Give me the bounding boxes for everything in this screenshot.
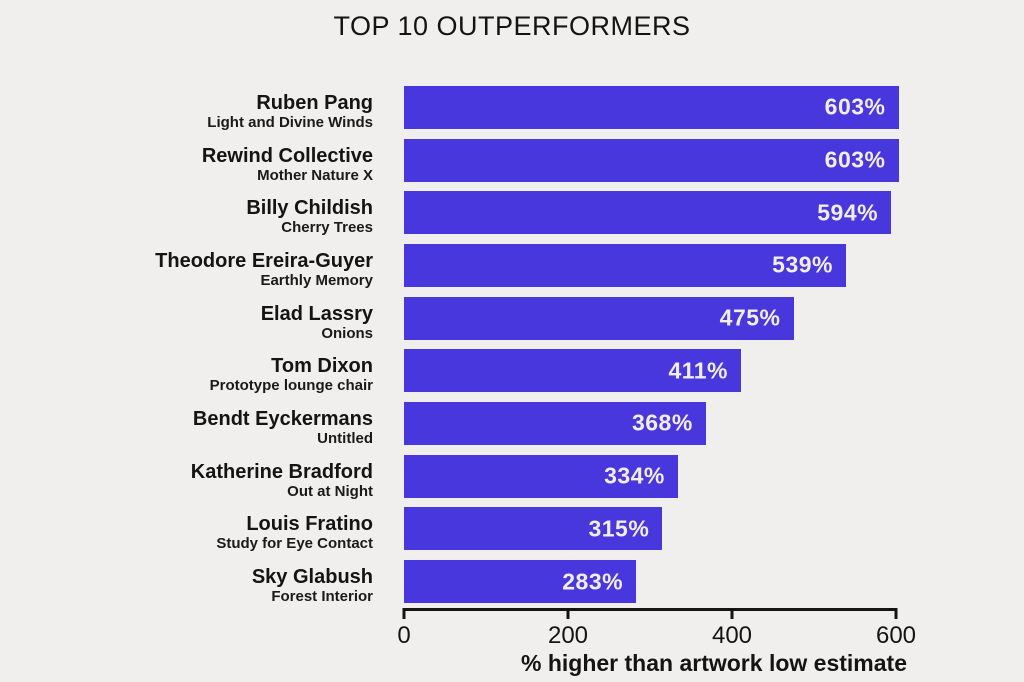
artist-name: Theodore Ereira-Guyer [155, 249, 373, 272]
x-axis-tick-label: 0 [397, 622, 411, 649]
bar-area: 539% [404, 239, 1024, 292]
chart-title: TOP 10 OUTPERFORMERS [333, 11, 691, 41]
category-label: Rewind Collective Mother Nature X [0, 134, 404, 187]
bar: 475% [404, 296, 794, 340]
bar: 594% [404, 191, 892, 235]
x-axis-tick [730, 608, 734, 619]
artwork-title: Mother Nature X [257, 166, 373, 184]
artist-name: Elad Lassry [260, 302, 373, 325]
chart-row: Sky Glabush Forest Interior 283% [0, 555, 1024, 608]
artwork-title: Onions [321, 324, 373, 342]
bar: 334% [404, 454, 678, 498]
bar: 368% [404, 401, 706, 445]
artist-name: Tom Dixon [271, 355, 373, 378]
x-axis-label: % higher than artwork low estimate [521, 650, 907, 676]
chart-row: Ruben Pang Light and Divine Winds 603% [0, 81, 1024, 134]
category-label: Katherine Bradford Out at Night [0, 450, 404, 503]
bar: 315% [404, 507, 663, 551]
artwork-title: Cherry Trees [281, 219, 373, 237]
bar-area: 603% [404, 134, 1024, 187]
bar-value-label: 411% [668, 357, 728, 384]
artist-name: Ruben Pang [256, 91, 373, 114]
artist-name: Katherine Bradford [190, 460, 373, 483]
x-axis: 0 200 400 600 [397, 608, 916, 668]
bar-area: 368% [404, 397, 1024, 450]
artist-name: Billy Childish [246, 197, 373, 220]
bar: 603% [404, 85, 899, 129]
artwork-title: Untitled [317, 429, 373, 447]
artist-name: Sky Glabush [251, 566, 373, 589]
chart-row: Rewind Collective Mother Nature X 603% [0, 134, 1024, 187]
category-label: Bendt Eyckermans Untitled [0, 397, 404, 450]
chart-row: Billy Childish Cherry Trees 594% [0, 186, 1024, 239]
bar-value-label: 334% [604, 462, 665, 489]
chart-row: Theodore Ereira-Guyer Earthly Memory 539% [0, 239, 1024, 292]
bar-rows: Ruben Pang Light and Divine Winds 603% Rewi… [0, 81, 1024, 608]
category-label: Ruben Pang Light and Divine Winds [0, 81, 404, 134]
artwork-title: Earthly Memory [260, 271, 373, 289]
bar: 603% [404, 138, 899, 182]
bar-value-label: 283% [562, 568, 624, 595]
bar-value-label: 594% [817, 199, 879, 226]
artwork-title: Out at Night [287, 482, 373, 500]
artist-name: Bendt Eyckermans [192, 407, 373, 430]
bar-value-label: 603% [824, 146, 886, 173]
bar-value-label: 315% [588, 515, 650, 542]
artist-name: Louis Fratino [246, 513, 373, 536]
artwork-title: Forest Interior [271, 588, 373, 606]
bar-area: 475% [404, 292, 1024, 345]
category-label: Tom Dixon Prototype lounge chair [0, 344, 404, 397]
x-axis-tick-label: 600 [875, 622, 917, 649]
artwork-title: Study for Eye Contact [216, 535, 373, 553]
category-label: Billy Childish Cherry Trees [0, 186, 404, 239]
x-axis-line [404, 608, 896, 611]
bar-value-label: 368% [631, 409, 693, 436]
bar-area: 334% [404, 450, 1024, 503]
x-axis-tick [402, 608, 406, 619]
category-label: Elad Lassry Onions [0, 292, 404, 345]
bar: 283% [404, 560, 637, 604]
bar-value-label: 475% [719, 304, 781, 331]
artist-name: Rewind Collective [201, 144, 373, 167]
artwork-title: Light and Divine Winds [207, 113, 373, 131]
bar: 539% [404, 243, 846, 287]
x-axis-tick [894, 608, 898, 619]
chart-row: Bendt Eyckermans Untitled 368% [0, 397, 1024, 450]
x-axis-tick [566, 608, 570, 619]
x-axis-tick-label: 200 [547, 622, 589, 649]
category-label: Sky Glabush Forest Interior [0, 555, 404, 608]
chart-row: Katherine Bradford Out at Night 334% [0, 450, 1024, 503]
category-label: Theodore Ereira-Guyer Earthly Memory [0, 239, 404, 292]
bar-area: 411% [404, 344, 1024, 397]
bar-area: 603% [404, 81, 1024, 134]
chart-row: Elad Lassry Onions 475% [0, 292, 1024, 345]
x-axis-tick-label: 400 [711, 622, 753, 649]
bar-area: 315% [404, 503, 1024, 556]
chart-row: Tom Dixon Prototype lounge chair 411% [0, 344, 1024, 397]
bar-value-label: 603% [824, 93, 886, 120]
artwork-title: Prototype lounge chair [209, 377, 373, 395]
bar: 411% [404, 349, 741, 393]
chart-row: Louis Fratino Study for Eye Contact 315% [0, 503, 1024, 556]
bar-area: 594% [404, 186, 1024, 239]
category-label: Louis Fratino Study for Eye Contact [0, 503, 404, 556]
bar-value-label: 539% [772, 251, 833, 278]
bar-area: 283% [404, 555, 1024, 608]
